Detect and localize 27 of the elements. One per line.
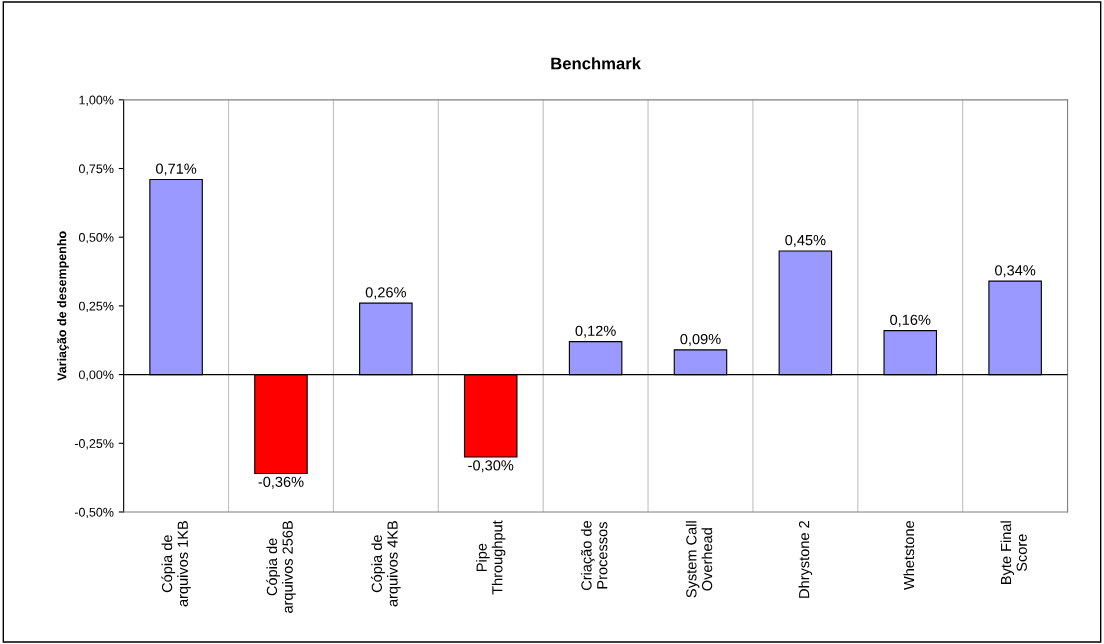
x-tick-label: Cópia de arquivos 256B [266,521,296,613]
y-tick-label: -0,50% [74,507,114,519]
data-label: 0,09% [680,333,721,346]
data-label: 0,12% [575,325,616,338]
y-tick-label: 0,50% [78,233,114,244]
data-label: 0,71% [155,163,197,176]
x-tick-label: Dhrystone 2 [798,521,813,598]
data-label: 0,16% [890,314,931,327]
y-tick-label: -0,25% [74,439,114,450]
data-label: 0,45% [785,234,826,248]
x-tick-label: System Call Overhead [685,521,713,598]
y-tick-label: 0,00% [78,370,114,381]
y-tick-label: 0,75% [78,164,114,175]
data-label: 0,26% [365,287,407,300]
x-tick-label: Cópia de arquivos 1KB [161,521,191,607]
chart-title: Benchmark [551,57,642,70]
data-label: 0,34% [995,265,1036,278]
x-tick-label: Whetstone [903,520,915,590]
x-tick-label: Cópia de arquivos 4KB [371,521,401,607]
x-tick-label: Byte Final Score [1000,521,1027,584]
data-label: -0,36% [258,476,304,489]
y-tick-label: 1,00% [79,95,114,106]
y-tick-label: 0,25% [78,301,114,313]
x-tick-label: Criação de Processos [580,520,608,591]
y-axis-title: Variação de desempenho [57,231,69,381]
data-label: -0,30% [468,460,514,473]
x-tick-label: Pipe Throughput [476,520,506,595]
